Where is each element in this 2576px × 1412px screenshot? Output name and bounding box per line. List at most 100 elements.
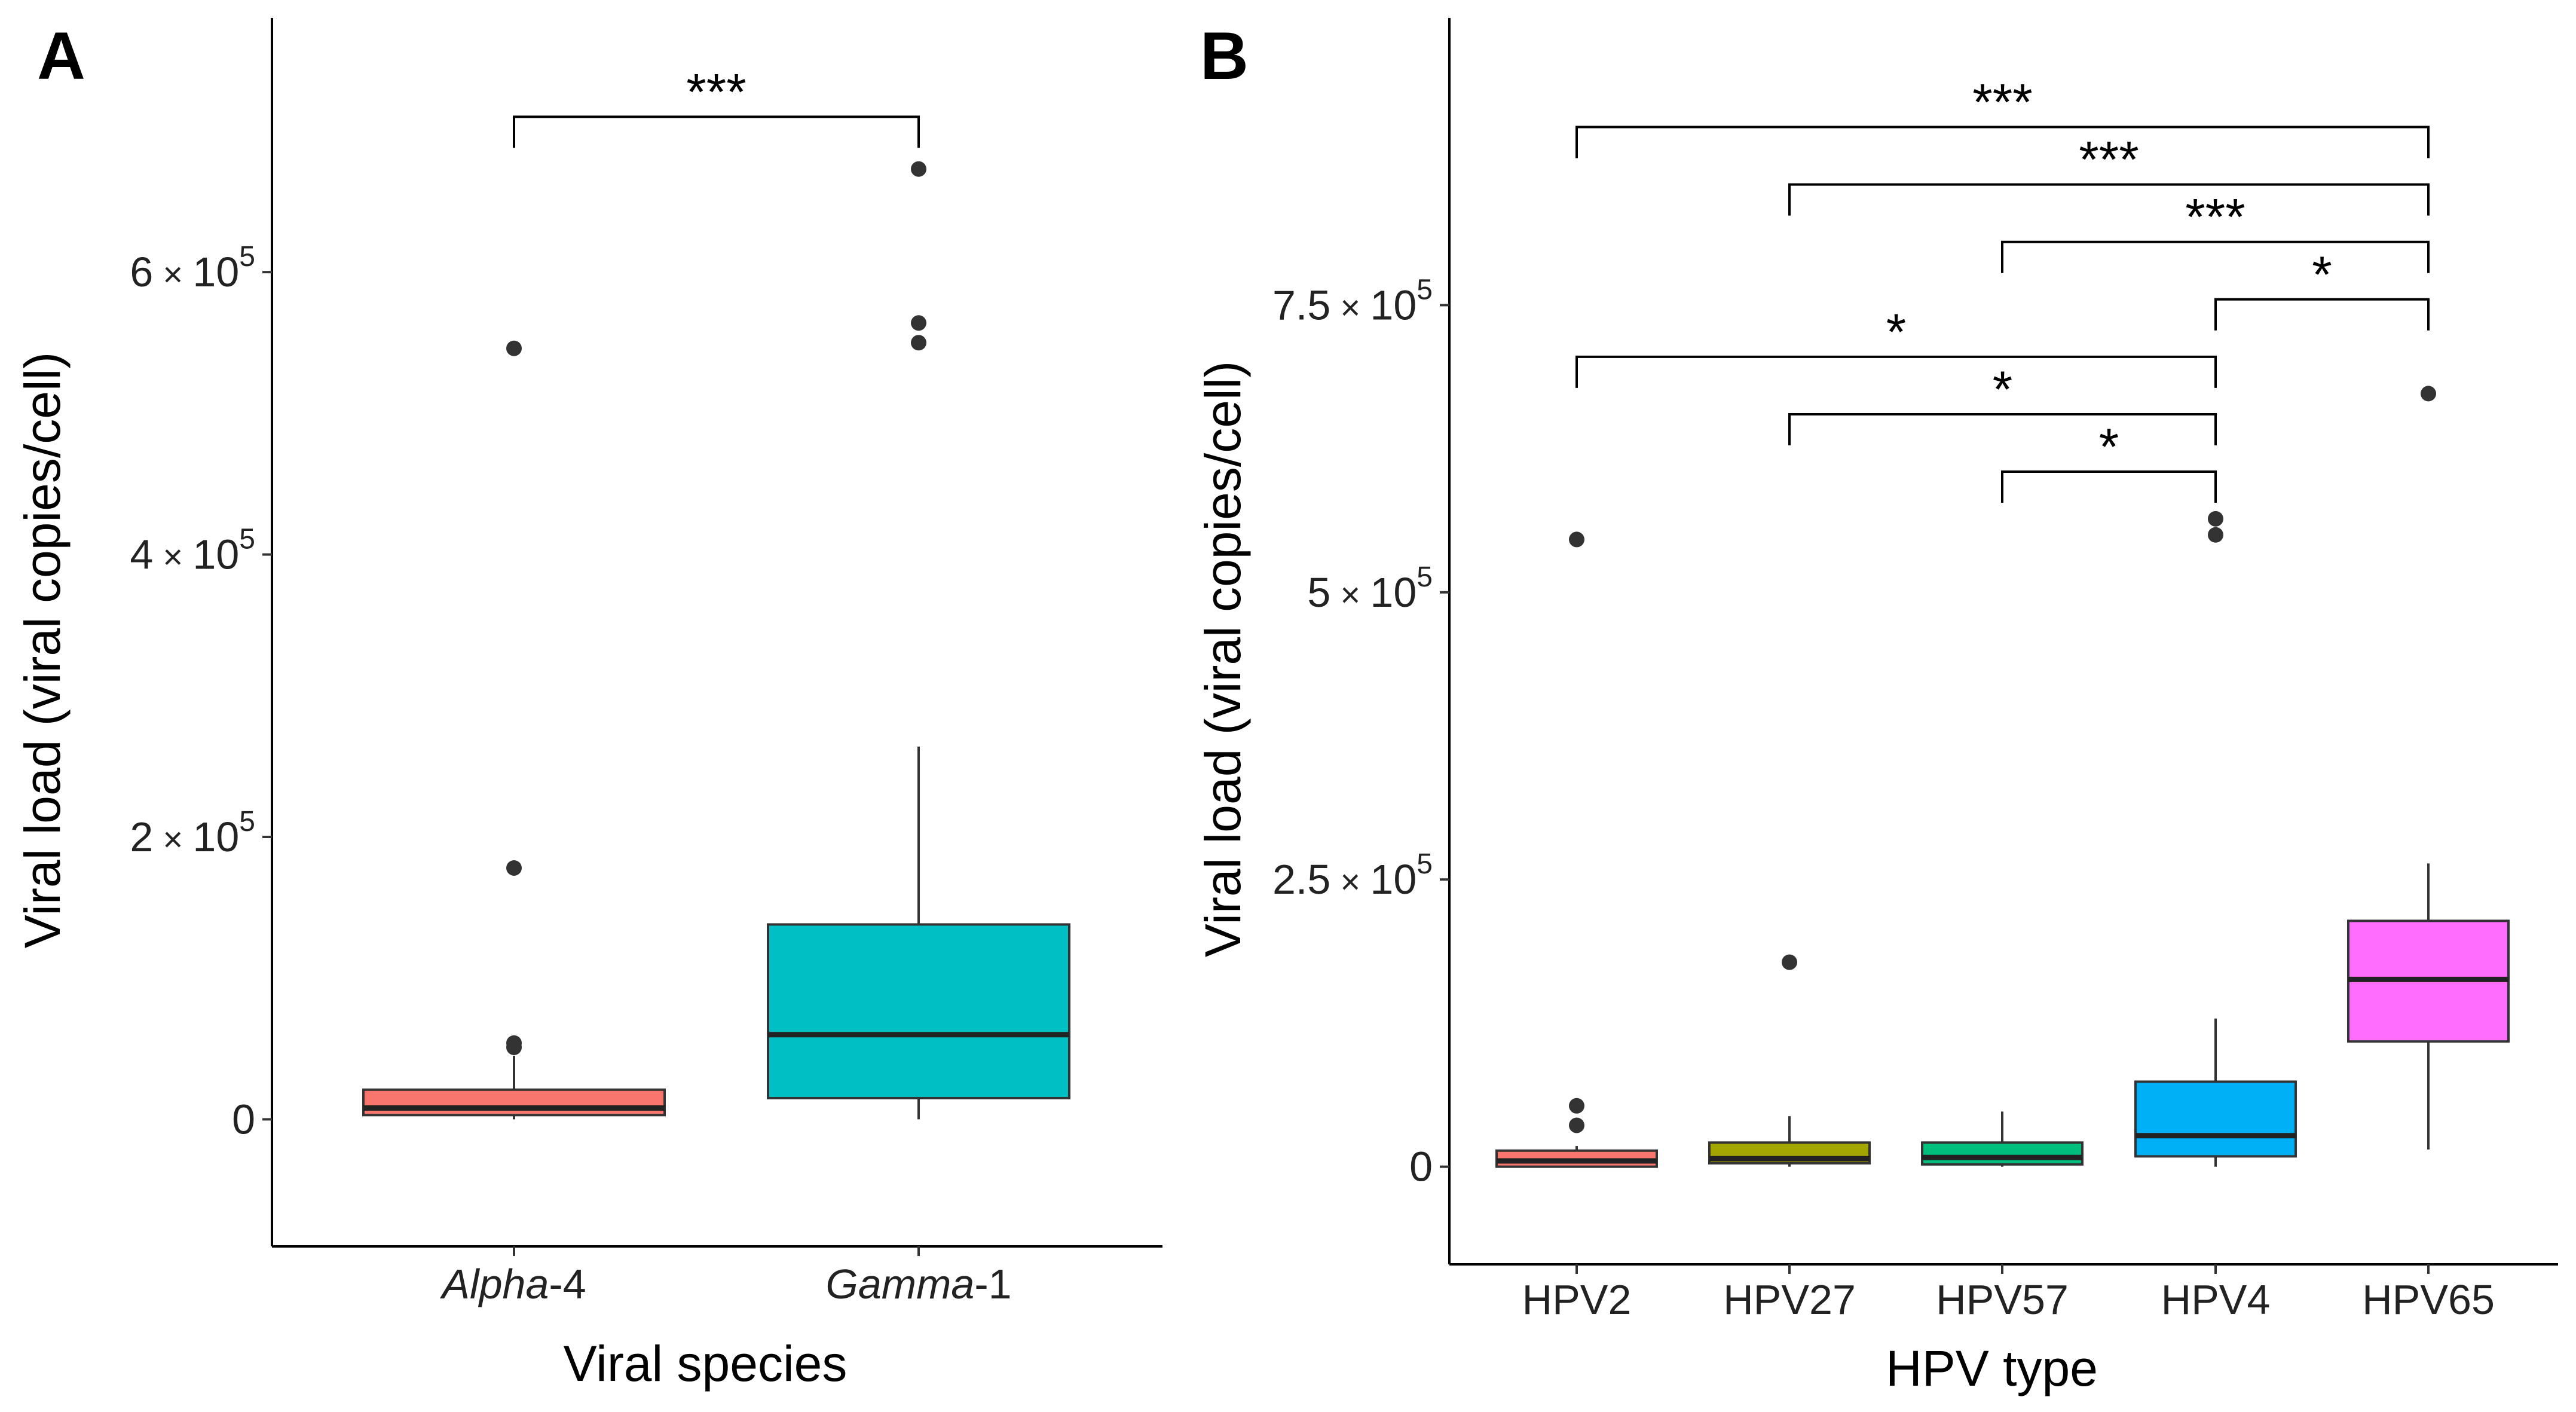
- y-tick-exponent: 5: [1417, 561, 1433, 593]
- bracket-line: [1788, 412, 2217, 445]
- iqr-box: [767, 923, 1070, 1099]
- box-alpha-4: Alpha-4: [362, 340, 666, 1307]
- significance-label: *: [1886, 304, 1906, 361]
- y-axis-title: Viral load (viral copies/cell): [1195, 361, 1251, 958]
- x-tick-italic: Alpha: [439, 1261, 549, 1307]
- iqr-box: [362, 1088, 666, 1117]
- outlier-point: [506, 1035, 522, 1051]
- outlier-point: [911, 315, 926, 331]
- x-tick-suffix: -4: [549, 1261, 586, 1307]
- iqr-box: [2134, 1080, 2297, 1158]
- y-tick-base: 10: [1370, 856, 1417, 903]
- y-tick-mantissa: 6: [130, 249, 153, 295]
- y-tick-times: ×: [1330, 576, 1370, 615]
- x-tick-italic: Gamma: [825, 1261, 974, 1307]
- y-tick-label: 2.5 × 105: [1272, 848, 1433, 903]
- y-tick-mantissa: 5: [1307, 569, 1330, 616]
- significance-label: ***: [2079, 132, 2138, 189]
- x-tick-label: HPV65: [2362, 1276, 2495, 1323]
- bracket-line: [1575, 355, 2217, 388]
- y-tick-exponent: 5: [1417, 274, 1433, 305]
- bracket-line: [2001, 240, 2430, 273]
- x-tick-label: HPV2: [1522, 1276, 1632, 1323]
- panel-label: A: [37, 19, 85, 93]
- outlier-point: [1569, 1117, 1584, 1133]
- bracket-line: [1575, 126, 2430, 158]
- significance-bracket: ***: [1788, 132, 2430, 216]
- bracket-line: [2001, 470, 2217, 503]
- significance-bracket: *: [2001, 418, 2217, 503]
- significance-label: *: [2312, 246, 2332, 304]
- outlier-point: [1569, 531, 1584, 548]
- significance-bracket: ***: [2001, 189, 2430, 273]
- significance-bracket: ***: [1575, 74, 2430, 158]
- x-axis-title: Viral species: [564, 1335, 848, 1392]
- y-tick-label: 7.5 × 105: [1272, 274, 1433, 328]
- significance-label: *: [1993, 361, 2012, 418]
- x-axis-title: HPV type: [1886, 1340, 2098, 1396]
- y-tick-times: ×: [153, 820, 192, 859]
- significance-label: ***: [686, 63, 746, 121]
- panel-label: B: [1200, 19, 1249, 93]
- box-hpv27: HPV27: [1708, 954, 1871, 1323]
- y-tick-mantissa: 4: [130, 531, 153, 578]
- outlier-point: [1569, 1098, 1584, 1114]
- significance-label: *: [2099, 418, 2119, 476]
- x-tick-label: Gamma-1: [825, 1261, 1011, 1307]
- y-tick-times: ×: [1330, 288, 1370, 327]
- y-tick-base: 10: [1370, 569, 1417, 616]
- outlier-point: [2208, 527, 2223, 543]
- outlier-point: [1782, 954, 1797, 970]
- y-tick-exponent: 5: [239, 806, 255, 838]
- outlier-point: [2421, 386, 2436, 402]
- box-gamma-1: Gamma-1: [767, 161, 1070, 1307]
- significance-bracket: ***: [513, 63, 920, 148]
- significance-bracket: *: [1575, 304, 2217, 388]
- outlier-point: [2208, 511, 2223, 527]
- y-tick-times: ×: [1330, 863, 1370, 901]
- x-tick-label: HPV57: [1936, 1276, 2069, 1323]
- significance-label: ***: [1972, 74, 2032, 132]
- y-tick-exponent: 5: [1417, 848, 1433, 880]
- outlier-point: [911, 335, 926, 351]
- outlier-point: [911, 161, 926, 177]
- x-tick-label: Alpha-4: [439, 1261, 586, 1307]
- x-tick-suffix: -1: [974, 1261, 1011, 1307]
- x-tick-label: HPV4: [2161, 1276, 2271, 1323]
- outlier-point: [506, 860, 522, 876]
- bracket-line: [2214, 298, 2430, 331]
- significance-bracket: *: [2214, 246, 2430, 331]
- y-tick-label: 2 × 105: [130, 806, 255, 860]
- y-tick-times: ×: [153, 538, 192, 577]
- bracket-line: [1788, 183, 2430, 216]
- y-axis-title: Viral load (viral copies/cell): [14, 352, 71, 949]
- y-tick-exponent: 5: [239, 241, 255, 273]
- y-tick-mantissa: 2.5: [1272, 856, 1330, 903]
- y-tick-label: 6 × 105: [130, 241, 255, 295]
- y-tick-base: 10: [192, 531, 239, 578]
- box-hpv57: HPV57: [1921, 1111, 2084, 1323]
- y-tick-mantissa: 2: [130, 814, 153, 860]
- box-hpv4: HPV4: [2134, 511, 2297, 1323]
- y-tick-label: 5 × 105: [1307, 561, 1433, 616]
- box-hpv65: HPV65: [2347, 386, 2510, 1323]
- y-tick-times: ×: [153, 255, 192, 294]
- y-tick-label: 0: [1409, 1144, 1433, 1190]
- y-tick-mantissa: 7.5: [1272, 282, 1330, 328]
- significance-bracket: *: [1788, 361, 2217, 445]
- iqr-box: [1921, 1141, 2084, 1166]
- y-tick-exponent: 5: [239, 524, 255, 555]
- y-tick-base: 10: [1370, 282, 1417, 328]
- box-hpv2: HPV2: [1495, 531, 1658, 1323]
- bracket-line: [513, 115, 920, 148]
- y-tick-base: 10: [192, 249, 239, 295]
- y-tick-label: 0: [232, 1096, 255, 1142]
- outlier-point: [506, 340, 522, 356]
- x-tick-label: HPV27: [1723, 1276, 1856, 1323]
- y-tick-label: 4 × 105: [130, 524, 255, 578]
- y-tick-base: 10: [192, 814, 239, 860]
- significance-label: ***: [2185, 189, 2245, 246]
